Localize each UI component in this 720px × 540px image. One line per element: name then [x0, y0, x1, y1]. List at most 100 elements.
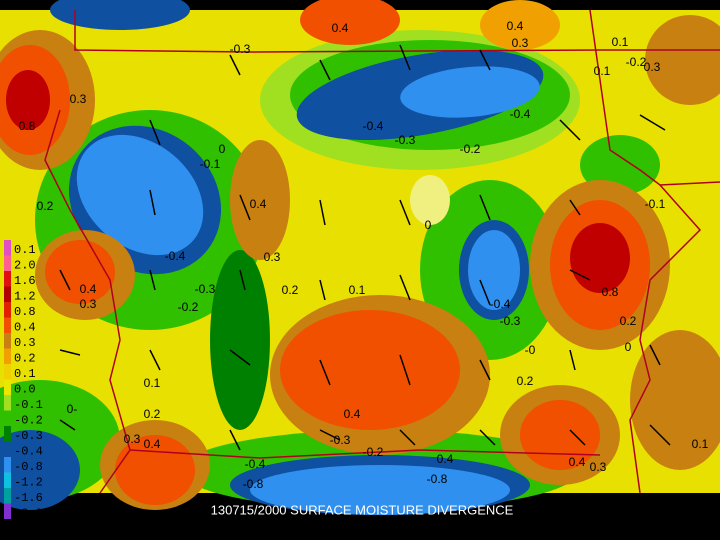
wind-barbs	[59, 44, 671, 451]
colorbar-label: 1.2	[14, 289, 36, 303]
contour-label: -0.3	[500, 314, 521, 328]
colorbar-label: 0.1	[14, 367, 36, 381]
contour-label: -0.1	[645, 197, 666, 211]
contour-label: -0.4	[490, 297, 511, 311]
contour-label: 0.8	[19, 119, 36, 133]
contour-label: 0.3	[264, 250, 281, 264]
contour-label: -0	[525, 343, 536, 357]
region	[280, 310, 460, 430]
colorbar-label: -0.3	[14, 429, 43, 443]
contour-label: 0.4	[437, 452, 454, 466]
colorbar-label: -0.1	[14, 398, 43, 412]
colorbar-swatch	[4, 302, 11, 318]
contour-label: -0.8	[427, 472, 448, 486]
region	[76, 134, 204, 256]
contour-label: 0.3	[124, 432, 141, 446]
colorbar-label: -1.2	[14, 475, 43, 489]
colorbar-swatch	[4, 472, 11, 488]
region	[230, 140, 290, 260]
region	[300, 0, 400, 45]
contour-label: -0.3	[330, 433, 351, 447]
contour-label: 0.2	[37, 199, 54, 213]
contour-label: 0.1	[349, 283, 366, 297]
colorbar-swatch	[4, 410, 11, 426]
colorbar-swatch	[4, 348, 11, 364]
colorbar-label: -1.6	[14, 491, 43, 505]
contour-label: -0.3	[230, 42, 251, 56]
contour-label: 0.1	[612, 35, 629, 49]
colorbar-label: -0.2	[14, 413, 43, 427]
contour-label: 0.3	[70, 92, 87, 106]
colorbar-swatch	[4, 240, 11, 256]
contour-label: 0.3	[644, 60, 661, 74]
contour-label: 0	[425, 218, 432, 232]
colorbar-swatch	[4, 364, 11, 380]
colorbar-swatch	[4, 488, 11, 504]
contour-label: 0.2	[282, 283, 299, 297]
contour-label: 0.3	[512, 36, 529, 50]
region	[45, 240, 115, 304]
contour-label: 0	[219, 142, 226, 156]
region	[645, 15, 720, 105]
field	[0, 0, 720, 515]
contour-label: 0.1	[144, 376, 161, 390]
colorbar-label: 0.0	[14, 382, 36, 396]
contour-label: 0.4	[250, 197, 267, 211]
colorbar-label: -0.4	[14, 444, 43, 458]
border	[74, 10, 720, 53]
colorbar-label: 0.4	[14, 320, 36, 334]
colorbar-label: 1.6	[14, 274, 36, 288]
region	[250, 465, 510, 515]
region	[6, 70, 50, 130]
colorbar-label: 0.8	[14, 305, 36, 319]
contour-label: 0.8	[602, 285, 619, 299]
colorbar-label: 0.2	[14, 351, 36, 365]
contour-label: 0-	[67, 402, 78, 416]
contour-label: 0.1	[692, 437, 709, 451]
colorbar-swatch	[4, 395, 11, 411]
contour-label: -0.4	[245, 457, 266, 471]
colorbar-swatch	[4, 426, 11, 442]
contour-label: 0.1	[594, 64, 611, 78]
contour-label: 0.4	[332, 21, 349, 35]
colorbar-swatch	[4, 286, 11, 302]
contour-label: -0.3	[395, 133, 416, 147]
colorbar-swatch	[4, 333, 11, 349]
colorbar-swatch	[4, 317, 11, 333]
region	[468, 230, 520, 310]
colorbar-label: -0.8	[14, 460, 43, 474]
border	[44, 109, 131, 494]
colorbar-label: -2.0	[14, 506, 43, 520]
contour-label: 0.4	[344, 407, 361, 421]
contour-label: 0.4	[507, 19, 524, 33]
region	[0, 430, 80, 510]
region	[520, 400, 600, 470]
colorbar-swatch	[4, 255, 11, 271]
colorbar-swatch	[4, 503, 11, 519]
contour-label: -0.8	[243, 477, 264, 491]
colorbar: 0.12.01.61.20.80.40.30.20.10.0-0.1-0.2-0…	[4, 240, 43, 520]
contour-label: 0	[625, 340, 632, 354]
map-title: 130715/2000 SURFACE MOISTURE DIVERGENCE	[211, 502, 514, 517]
colorbar-label: 0.1	[14, 243, 36, 257]
region	[570, 223, 630, 293]
contour-label: 0.4	[80, 282, 97, 296]
contour-label: 0.2	[517, 374, 534, 388]
contour-label: 0.2	[144, 407, 161, 421]
region	[410, 175, 450, 225]
barb	[59, 44, 671, 451]
contour-label: -0.2	[626, 55, 647, 69]
border	[589, 9, 720, 186]
colorbar-swatch	[4, 271, 11, 287]
colorbar-swatch	[4, 441, 11, 457]
contour-label: 0.4	[144, 437, 161, 451]
colorbar-swatch	[4, 379, 11, 395]
colorbar-swatch	[4, 457, 11, 473]
contour-label: 0.3	[590, 460, 607, 474]
contour-label: -0.2	[363, 445, 384, 459]
contour-labels: 0.4 0.40.3-0.30.30.8-0.100.40.2-0.4 0.30.4…	[19, 19, 709, 491]
contour-label: -0.3	[195, 282, 216, 296]
border	[129, 449, 601, 459]
contour-label: -0.4	[165, 249, 186, 263]
contour-label: -0.4	[510, 107, 531, 121]
